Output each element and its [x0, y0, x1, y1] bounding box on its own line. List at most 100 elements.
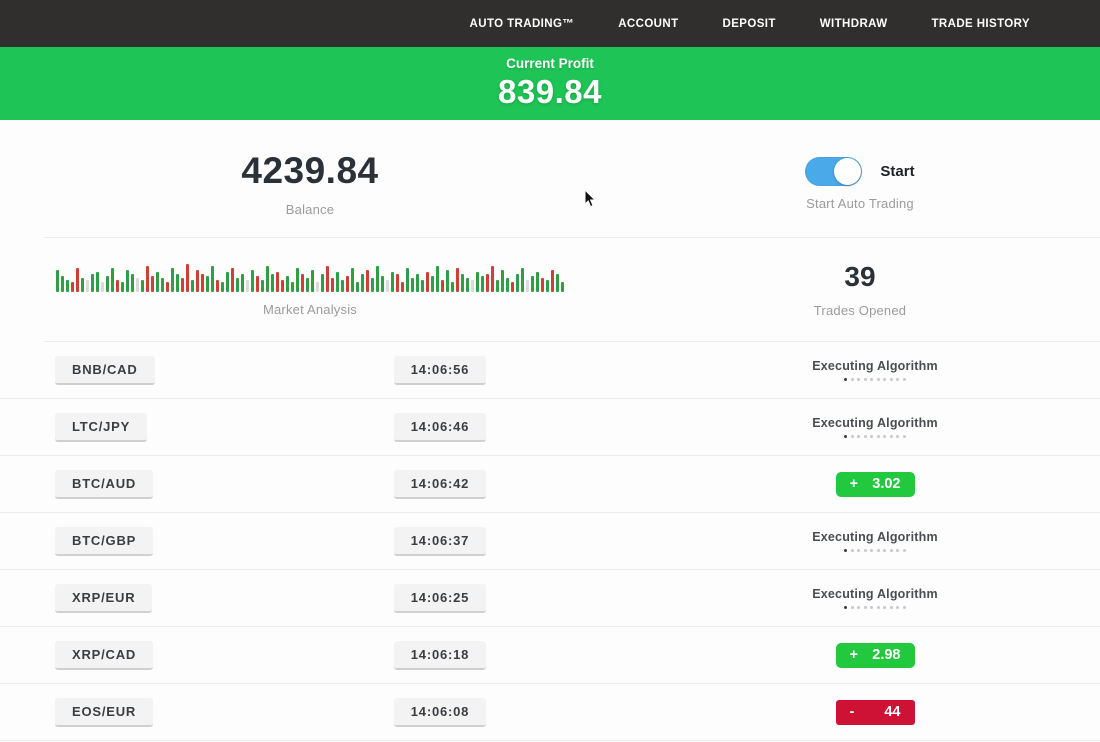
top-navbar: AUTO TRADING™ ACCOUNT DEPOSIT WITHDRAW TRADE… — [0, 0, 1100, 47]
market-bar — [166, 282, 169, 292]
market-bar — [136, 278, 139, 292]
market-bar — [556, 274, 559, 292]
market-bar — [236, 278, 239, 292]
trade-row: EOS/EUR 14:06:08 -44 — [0, 684, 1100, 741]
market-bar — [491, 266, 494, 292]
executing-algorithm-label: Executing Algorithm — [812, 587, 938, 601]
market-bar — [426, 272, 429, 292]
market-bar — [411, 278, 414, 292]
trades-opened-stat: 39 Trades Opened — [620, 238, 1100, 341]
market-bar — [91, 274, 94, 292]
market-bar — [286, 276, 289, 292]
market-bar — [116, 280, 119, 292]
market-bar — [551, 270, 554, 292]
progress-dots — [844, 549, 906, 552]
trade-row: BTC/AUD 14:06:42 +3.02 — [0, 456, 1100, 513]
market-bar — [521, 268, 524, 292]
market-bar — [271, 274, 274, 292]
pair-pill: BTC/GBP — [55, 526, 154, 556]
nav-item-auto-trading[interactable]: AUTO TRADING™ — [469, 17, 575, 30]
market-bar — [96, 272, 99, 292]
market-bar — [561, 282, 564, 292]
market-bar — [441, 280, 444, 292]
market-bar — [276, 272, 279, 292]
market-bar — [216, 280, 219, 292]
trade-row: BNB/CAD 14:06:56 Executing Algorithm — [0, 342, 1100, 399]
market-bar — [351, 268, 354, 292]
nav-item-withdraw[interactable]: WITHDRAW — [819, 17, 888, 30]
market-bar — [546, 280, 549, 292]
market-bar — [536, 272, 539, 292]
pair-pill: EOS/EUR — [55, 697, 154, 727]
section-divider — [44, 237, 1100, 238]
market-bar — [81, 278, 84, 292]
balance-label: Balance — [285, 202, 335, 217]
trade-status: Executing Algorithm — [650, 587, 1100, 609]
market-bar — [436, 266, 439, 292]
market-bar — [151, 276, 154, 292]
pair-pill: XRP/EUR — [55, 583, 153, 613]
market-bar — [496, 280, 499, 292]
time-pill: 14:06:37 — [393, 526, 487, 556]
market-bar — [511, 282, 514, 292]
market-bar — [361, 274, 364, 292]
market-bar — [131, 274, 134, 292]
market-bar — [526, 280, 529, 292]
balance-and-toggle-row: 4239.84 Balance Start Start Auto Trading — [0, 120, 1100, 237]
market-bar — [206, 276, 209, 292]
market-bar — [56, 270, 59, 292]
market-analysis-label: Market Analysis — [262, 302, 358, 317]
market-bar — [176, 274, 179, 292]
trades-opened-label: Trades Opened — [813, 303, 907, 318]
profit-badge: +2.98 — [835, 642, 915, 668]
market-bar — [146, 266, 149, 292]
balance-value: 4239.84 — [241, 150, 379, 191]
progress-dots — [844, 606, 906, 609]
market-bar — [261, 280, 264, 292]
nav-item-account[interactable]: ACCOUNT — [618, 17, 679, 30]
start-auto-trading-toggle[interactable] — [805, 156, 863, 186]
market-bar — [356, 282, 359, 292]
time-pill: 14:06:25 — [393, 583, 487, 613]
current-profit-value: 839.84 — [498, 73, 602, 110]
market-bar — [231, 268, 234, 292]
auto-trading-control: Start Start Auto Trading — [620, 130, 1100, 237]
trade-status: -44 — [650, 699, 1100, 725]
time-pill: 14:06:08 — [393, 697, 487, 727]
market-bar — [156, 272, 159, 292]
nav-item-trade-history[interactable]: TRADE HISTORY — [931, 17, 1030, 30]
toggle-caption: Start Auto Trading — [806, 195, 914, 211]
market-bar — [66, 280, 69, 292]
market-bar — [451, 282, 454, 292]
market-analysis-chart — [56, 262, 564, 292]
profit-banner: Current Profit 839.84 — [0, 47, 1100, 120]
market-bar — [86, 280, 89, 292]
time-pill: 14:06:18 — [393, 640, 487, 670]
nav-item-deposit[interactable]: DEPOSIT — [722, 17, 776, 30]
market-bar — [376, 266, 379, 292]
trades-opened-value: 39 — [844, 261, 876, 292]
toggle-state-label: Start — [880, 162, 915, 180]
market-bar — [196, 270, 199, 292]
market-bar — [61, 276, 64, 292]
market-bar — [191, 280, 194, 292]
market-bar — [486, 274, 489, 292]
market-bar — [306, 278, 309, 292]
pair-pill: LTC/JPY — [55, 412, 148, 442]
market-bar — [301, 274, 304, 292]
market-bar — [481, 276, 484, 292]
balance-stat: 4239.84 Balance — [0, 130, 620, 237]
market-bar — [506, 278, 509, 292]
market-bar — [316, 282, 319, 292]
market-bar — [416, 274, 419, 292]
progress-dots — [844, 435, 906, 438]
market-bar — [251, 270, 254, 292]
pair-pill: BNB/CAD — [55, 355, 155, 385]
market-bar — [531, 276, 534, 292]
market-bar — [101, 282, 104, 292]
market-bar — [326, 266, 329, 292]
market-bar — [296, 268, 299, 292]
market-bar — [121, 282, 124, 292]
executing-algorithm-label: Executing Algorithm — [812, 530, 938, 544]
